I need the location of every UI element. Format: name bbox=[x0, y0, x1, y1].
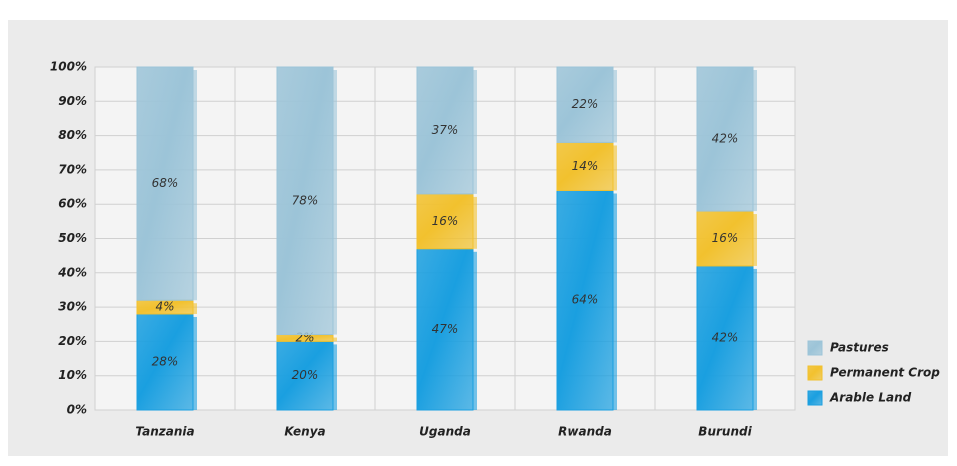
bar-segment bbox=[556, 141, 614, 191]
bar-segment-side bbox=[473, 196, 477, 249]
data-label: 42% bbox=[712, 330, 739, 344]
bar-segment-side bbox=[753, 268, 757, 410]
data-label: 16% bbox=[432, 214, 459, 228]
y-tick-label: 70% bbox=[58, 162, 87, 176]
legend-label: Arable Land bbox=[829, 391, 912, 405]
bar-segment bbox=[696, 210, 754, 267]
x-tick-label: Uganda bbox=[419, 425, 471, 439]
bar-segment bbox=[696, 66, 754, 212]
bar-segment bbox=[276, 66, 334, 336]
data-label: 47% bbox=[432, 322, 459, 336]
bar-segment-side bbox=[613, 193, 617, 410]
data-label: 64% bbox=[572, 293, 599, 307]
data-label: 78% bbox=[292, 193, 319, 207]
data-label: 68% bbox=[152, 176, 179, 190]
bar-segment-side bbox=[753, 70, 757, 212]
y-tick-label: 30% bbox=[58, 300, 87, 314]
legend-label: Permanent Crop bbox=[830, 366, 940, 380]
y-tick-label: 40% bbox=[57, 265, 87, 279]
y-tick-label: 20% bbox=[58, 334, 87, 348]
bar-segment bbox=[556, 66, 614, 143]
bar-segment-side bbox=[753, 214, 757, 266]
x-tick-label: Tanzania bbox=[135, 425, 194, 439]
y-tick-label: 90% bbox=[58, 94, 87, 108]
bar-segment-side bbox=[613, 145, 617, 191]
bar-segment bbox=[696, 265, 754, 411]
y-tick-label: 100% bbox=[50, 60, 87, 74]
bar-segment bbox=[416, 193, 474, 250]
data-label: 16% bbox=[712, 231, 739, 245]
data-label: 20% bbox=[292, 368, 319, 382]
bar-segment-side bbox=[193, 316, 197, 410]
y-tick-label: 10% bbox=[58, 368, 87, 382]
legend-label: Pastures bbox=[830, 341, 889, 355]
bar-segment-side bbox=[473, 251, 477, 410]
y-tick-label: 60% bbox=[58, 197, 87, 211]
data-label: 42% bbox=[712, 132, 739, 146]
y-tick-label: 0% bbox=[67, 403, 87, 417]
data-label: 37% bbox=[432, 123, 459, 137]
data-label: 22% bbox=[572, 97, 599, 111]
x-tick-label: Rwanda bbox=[558, 425, 612, 439]
legend-swatch bbox=[807, 340, 823, 356]
bar-segment-side bbox=[193, 70, 197, 301]
data-label: 28% bbox=[152, 354, 179, 368]
bar-segment-side bbox=[333, 70, 337, 335]
y-tick-label: 50% bbox=[58, 231, 87, 245]
bar-segment-side bbox=[193, 303, 197, 314]
bar-segment-side bbox=[333, 344, 337, 410]
bar-segment-side bbox=[473, 70, 477, 194]
bar-segment bbox=[136, 66, 194, 301]
x-tick-label: Kenya bbox=[284, 425, 325, 439]
data-label: 4% bbox=[155, 300, 174, 314]
bar-segment bbox=[416, 66, 474, 195]
legend-swatch bbox=[807, 390, 823, 406]
bar-segment bbox=[556, 189, 614, 411]
data-label: 14% bbox=[572, 159, 599, 173]
bar-segment-side bbox=[333, 337, 337, 342]
legend-swatch bbox=[807, 365, 823, 381]
x-tick-label: Burundi bbox=[698, 425, 752, 439]
bar-segment-side bbox=[613, 70, 617, 143]
y-tick-label: 80% bbox=[58, 128, 87, 142]
